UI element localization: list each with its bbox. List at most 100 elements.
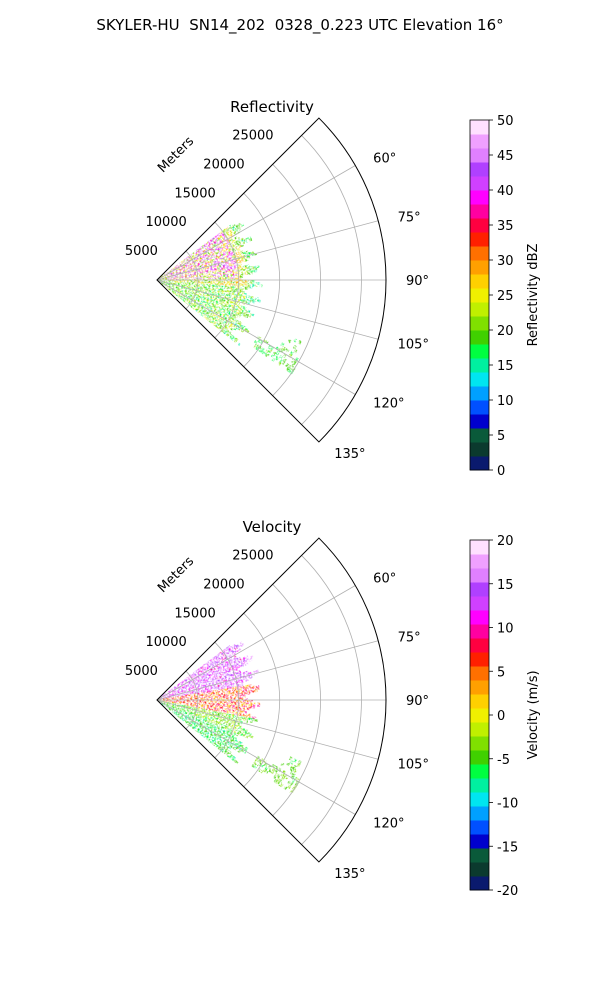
echo-cell [240, 696, 244, 699]
echo-cell [222, 709, 226, 712]
echo-cell [245, 258, 249, 262]
echo-cell [173, 700, 177, 702]
echo-cell [234, 289, 238, 293]
radial-tick-label: 25000 [232, 548, 273, 563]
colorbar-segment [470, 722, 489, 737]
colorbar-segment [470, 876, 489, 891]
echo-cell [246, 301, 251, 305]
colorbar-tick-label: 5 [497, 429, 505, 444]
echo-cell [255, 669, 259, 673]
echo-cell [227, 693, 231, 696]
colorbar-segment [470, 708, 489, 723]
angle-tick-label: 105° [398, 337, 429, 352]
echo-cell [293, 758, 298, 763]
colorbar-segment [470, 330, 489, 345]
colorbar-segment [470, 204, 489, 219]
echo-cell [245, 678, 249, 682]
colorbar-segment [470, 694, 489, 709]
echo-cell [250, 735, 254, 739]
colorbar-segment [470, 736, 489, 751]
echo-cell [271, 357, 276, 362]
echo-cell [256, 265, 260, 268]
echo-cell [227, 696, 231, 699]
echo-cell [240, 283, 243, 286]
echo-cell [252, 284, 256, 287]
echo-cell [237, 227, 242, 231]
echo-cell [252, 280, 256, 283]
colorbar-tick-label: 0 [497, 464, 505, 479]
radial-tick-label: 10000 [145, 635, 186, 650]
echo-cell [248, 238, 253, 242]
colorbar-segment [470, 288, 489, 303]
echo-cell [287, 339, 292, 344]
echo-cell [207, 287, 211, 290]
echo-cell [250, 655, 254, 659]
echo-cell [235, 700, 239, 703]
colorbar-segment [470, 414, 489, 429]
echo-cell [255, 718, 259, 723]
echo-cell [247, 282, 251, 285]
radial-axis-label: Meters [155, 554, 197, 596]
echo-cell [254, 284, 258, 287]
radial-tick-label: 25000 [232, 128, 273, 143]
echo-cell [249, 719, 254, 723]
echo-cell [178, 697, 182, 699]
echo-cell [205, 274, 209, 277]
echo-cell [242, 272, 246, 276]
echo-cell [244, 692, 248, 695]
colorbar-segment [470, 302, 489, 317]
angle-tick-label: 75° [398, 211, 421, 226]
colorbar-tick-label: 20 [497, 324, 514, 339]
echo-cell [254, 282, 258, 285]
echo-cell [200, 282, 204, 285]
echo-cell [200, 705, 204, 708]
echo-cell [235, 276, 239, 279]
colorbar-segment [470, 176, 489, 191]
echo-cell [252, 702, 256, 705]
echo-cell [191, 696, 194, 699]
radial-axis-label: Meters [155, 134, 197, 176]
echo-cell [240, 280, 244, 283]
echo-cell [254, 269, 258, 273]
echo-cell [242, 696, 246, 699]
echo-cell [181, 277, 185, 279]
echo-cell [251, 689, 256, 693]
echo-cell [254, 689, 258, 693]
echo-cell [188, 701, 192, 704]
echo-cell [205, 691, 209, 694]
echo-cell [232, 696, 236, 699]
colorbar-segment [470, 834, 489, 849]
colorbar-tick-label: 15 [497, 359, 514, 374]
echo-cell [274, 356, 280, 361]
echo-cell [247, 280, 251, 283]
echo-cell [257, 282, 261, 285]
echo-cell [244, 720, 248, 724]
echo-cell [217, 688, 221, 691]
colorbar-segment [470, 246, 489, 261]
colorbar-tick-label: 25 [497, 289, 514, 304]
echo-cell [242, 269, 246, 272]
echo-cell [207, 709, 211, 712]
colorbar-segment [470, 764, 489, 779]
colorbar-tick-label: 30 [497, 254, 514, 269]
echo-cell [230, 276, 234, 279]
colorbar-segment [470, 680, 489, 695]
echo-cell [250, 280, 253, 283]
echo-cell [173, 697, 177, 699]
colorbar-segment [470, 120, 489, 135]
echo-cell [224, 290, 228, 293]
echo-cell [200, 275, 204, 277]
radial-tick-label: 15000 [174, 186, 215, 201]
echo-cell [181, 701, 185, 704]
echo-cell [247, 700, 251, 703]
echo-cell [286, 761, 291, 767]
echo-cell [227, 276, 231, 279]
echo-cell [292, 344, 297, 350]
echo-cell [240, 274, 244, 278]
echo-cell [230, 696, 234, 699]
echo-cell [251, 269, 256, 273]
colorbar-segment [470, 344, 489, 359]
echo-cell [173, 278, 177, 280]
